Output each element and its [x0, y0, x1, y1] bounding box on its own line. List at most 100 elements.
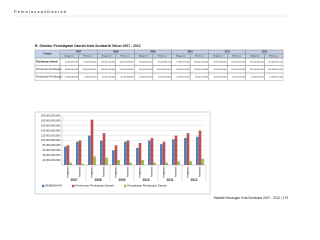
bar — [141, 160, 144, 165]
table-subheader: Realisasi — [121, 56, 130, 58]
bar — [90, 119, 94, 165]
table-value: 60.000.000.000 — [139, 61, 152, 63]
header-title: P e m b i a y a a n D a e r a h — [14, 9, 66, 14]
x-tick-label: Anggaran — [162, 166, 166, 178]
bar — [102, 133, 106, 165]
bar — [177, 161, 180, 165]
x-tick-label: Anggaran — [90, 166, 94, 178]
x-tick-label: Realisasi — [102, 166, 106, 177]
table-subheader: Realisasi — [158, 56, 167, 58]
table-subheader: Realisasi — [269, 56, 278, 58]
table-year: 2008 — [113, 51, 119, 54]
bar — [184, 138, 187, 165]
table-corner: Uraian — [43, 52, 51, 56]
group-label: 2009 — [118, 178, 125, 182]
bar — [172, 139, 175, 165]
table-value: 100.000.000.000 — [194, 61, 208, 63]
x-tick-label: Anggaran — [186, 166, 190, 178]
bar — [174, 135, 178, 165]
table-value: 100.000.000.000 — [157, 69, 171, 71]
table-value: 15.000.000.000 — [251, 76, 264, 78]
table-value: 110.000.000.000 — [194, 69, 208, 71]
bar — [165, 162, 168, 165]
table-row-label: Pengeluaran Pembiayaan — [36, 75, 63, 78]
table-value: 80.000.000.000 — [139, 69, 152, 71]
bar — [64, 146, 67, 165]
bar — [114, 145, 118, 165]
bar — [117, 160, 120, 165]
table-subheader: Anggaran — [176, 55, 186, 58]
table-subheader: Realisasi — [83, 56, 92, 58]
table-value: 80.000.000.000 — [65, 69, 78, 71]
bar — [148, 140, 151, 165]
table-value: 85.000.000.000 — [213, 61, 226, 63]
x-tick-label: Anggaran — [114, 166, 118, 178]
table-value: 140.000.000.000 — [268, 69, 282, 71]
table-value: 115.000.000.000 — [268, 61, 282, 63]
table-value: 15.000.000.000 — [232, 76, 245, 78]
table-value: 10.000.000.000 — [195, 76, 208, 78]
x-tick-label: Anggaran — [66, 166, 70, 178]
table-value: 20.000.000.000 — [176, 76, 189, 78]
bar — [189, 161, 192, 165]
bar — [136, 147, 139, 165]
table-value: 120.000.000.000 — [101, 61, 115, 63]
table-value: 120.000.000.000 — [231, 69, 245, 71]
legend-swatch — [72, 184, 75, 188]
group-label: 2008 — [94, 178, 101, 182]
legend-label: Penerimaan Pembiayaan Daerah — [75, 184, 114, 188]
bar — [153, 162, 156, 165]
bar — [162, 141, 166, 165]
table-value: 100.000.000.000 — [120, 61, 134, 63]
table-value: 110.000.000.000 — [250, 61, 264, 63]
table-row-label: Penerimaan Pembiayaan — [36, 68, 63, 71]
y-tick-label: 120.000.000.000 — [41, 133, 61, 137]
bar — [112, 150, 115, 165]
bar — [69, 162, 72, 165]
table-subheader: Anggaran — [139, 55, 149, 58]
table-year: 2009 — [150, 51, 156, 54]
bar — [76, 141, 79, 165]
bar — [88, 135, 91, 165]
table-subheader: Anggaran — [65, 55, 75, 58]
y-tick-label: 20.000.000.000 — [42, 158, 61, 162]
legend-swatch — [124, 184, 127, 188]
bar — [126, 140, 130, 165]
table-subheader: Realisasi — [232, 56, 241, 58]
bar — [124, 141, 127, 165]
page: P e m b i a y a a n D a e r a h B. Struk… — [14, 9, 289, 200]
x-tick-label: Realisasi — [198, 166, 202, 177]
bar — [105, 157, 108, 165]
bar — [78, 140, 82, 165]
group-label: 2012 — [190, 178, 197, 182]
table-value: 100.000.000.000 — [82, 69, 96, 71]
y-tick-label: 140.000.000.000 — [41, 128, 61, 132]
y-tick-label: 60.000.000.000 — [42, 148, 61, 152]
y-tick-label: 160.000.000.000 — [41, 123, 61, 127]
bar — [198, 130, 202, 165]
bar — [196, 136, 199, 165]
table-value: 95.000.000.000 — [158, 61, 171, 63]
bar — [81, 163, 84, 165]
table-value: 10.000.000.000 — [158, 76, 171, 78]
section-title: B. Struktur Pembiayaan Daerah Kota Surak… — [35, 44, 141, 48]
group-label: 2011 — [167, 178, 174, 182]
x-tick-label: Realisasi — [78, 166, 82, 177]
bar — [201, 158, 204, 165]
y-tick-label: 40.000.000.000 — [42, 153, 61, 157]
legend-label: Pengeluaran Pembiayaan Daerah — [127, 184, 167, 188]
table-subheader: Realisasi — [195, 56, 204, 58]
bar — [100, 140, 103, 165]
x-tick-label: Realisasi — [126, 166, 130, 177]
legend-swatch — [42, 184, 45, 188]
table-value: 105.000.000.000 — [231, 61, 245, 63]
table-value: 10.000.000.000 — [65, 76, 78, 78]
table-value: 20.000.000.000 — [139, 76, 152, 78]
y-tick-label: 100.000.000.000 — [41, 138, 61, 142]
y-tick-label: - — [60, 164, 61, 167]
bar — [160, 144, 163, 165]
table-value: 5.000.000.000 — [84, 76, 96, 78]
legend-label: PEMBIAYAAN — [45, 184, 62, 188]
table-subheader: Anggaran — [102, 55, 112, 58]
table-value: 95.000.000.000 — [83, 61, 96, 63]
